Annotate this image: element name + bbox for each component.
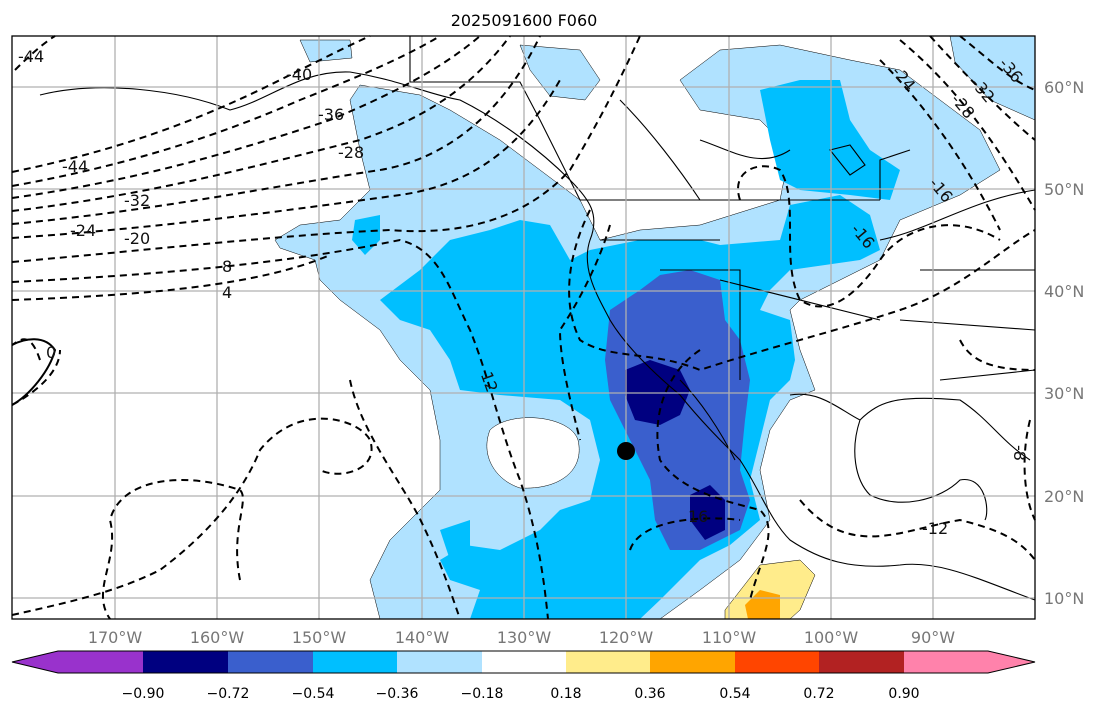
svg-text:40°N: 40°N bbox=[1044, 282, 1084, 301]
svg-text:120°W: 120°W bbox=[599, 628, 654, 647]
svg-text:-32: -32 bbox=[124, 191, 150, 210]
svg-text:140°W: 140°W bbox=[395, 628, 450, 647]
svg-text:−0.72: −0.72 bbox=[207, 686, 250, 702]
latitude-labels: 60°N 50°N 40°N 30°N 20°N 10°N bbox=[1044, 78, 1084, 608]
svg-text:0: 0 bbox=[46, 343, 56, 362]
svg-text:20°N: 20°N bbox=[1044, 487, 1084, 506]
svg-text:−0.90: −0.90 bbox=[122, 686, 165, 702]
svg-text:10°N: 10°N bbox=[1044, 589, 1084, 608]
svg-text:−0.18: −0.18 bbox=[461, 686, 504, 702]
svg-text:130°W: 130°W bbox=[497, 628, 552, 647]
svg-text:-20: -20 bbox=[124, 229, 150, 248]
colorbar-segment bbox=[12, 651, 143, 673]
svg-text:4: 4 bbox=[222, 283, 232, 302]
svg-text:-8: -8 bbox=[1010, 445, 1029, 461]
colorbar-segment bbox=[313, 651, 397, 673]
svg-text:0.36: 0.36 bbox=[634, 686, 665, 702]
svg-text:30°N: 30°N bbox=[1044, 384, 1084, 403]
svg-text:150°W: 150°W bbox=[292, 628, 347, 647]
colorbar bbox=[11, 650, 1036, 674]
colorbar-segment bbox=[228, 651, 313, 673]
svg-text:60°N: 60°N bbox=[1044, 78, 1084, 97]
svg-text:−0.54: −0.54 bbox=[292, 686, 335, 702]
colorbar-segment bbox=[566, 651, 650, 673]
colorbar-segment bbox=[904, 651, 1035, 673]
svg-text:110°W: 110°W bbox=[702, 628, 757, 647]
svg-text:−0.36: −0.36 bbox=[376, 686, 419, 702]
svg-text:-36: -36 bbox=[318, 105, 344, 124]
map-title: 2025091600 F060 bbox=[451, 11, 598, 30]
svg-text:16: 16 bbox=[688, 507, 708, 526]
colorbar-segment bbox=[482, 651, 566, 673]
svg-text:-44: -44 bbox=[62, 157, 88, 176]
svg-text:-24: -24 bbox=[70, 221, 96, 240]
location-marker bbox=[617, 442, 635, 460]
colorbar-ticks: −0.90 −0.72 −0.54 −0.36 −0.18 0.18 0.36 … bbox=[122, 686, 920, 702]
svg-text:-12: -12 bbox=[922, 519, 948, 538]
colorbar-segment bbox=[397, 651, 482, 673]
contour-lines bbox=[11, 35, 1036, 620]
svg-text:100°W: 100°W bbox=[804, 628, 859, 647]
colorbar-segment bbox=[819, 651, 904, 673]
svg-text:0.18: 0.18 bbox=[550, 686, 581, 702]
svg-text:0.54: 0.54 bbox=[719, 686, 750, 702]
svg-text:0.72: 0.72 bbox=[803, 686, 834, 702]
svg-text:-44: -44 bbox=[18, 47, 44, 66]
map-panel: -44 -40 -36 -28 -44 -32 -24 -20 8 4 0 12… bbox=[11, 35, 1036, 620]
svg-text:8: 8 bbox=[222, 257, 232, 276]
svg-text:0.90: 0.90 bbox=[888, 686, 919, 702]
colorbar-segment bbox=[735, 651, 819, 673]
longitude-labels: 170°W 160°W 150°W 140°W 130°W 120°W 110°… bbox=[88, 628, 955, 647]
svg-text:-28: -28 bbox=[338, 143, 364, 162]
svg-text:90°W: 90°W bbox=[911, 628, 955, 647]
coastlines bbox=[39, 36, 1036, 601]
gridlines bbox=[12, 36, 1035, 619]
svg-text:50°N: 50°N bbox=[1044, 180, 1084, 199]
svg-text:160°W: 160°W bbox=[190, 628, 245, 647]
svg-text:-40: -40 bbox=[286, 65, 312, 84]
colorbar-outline bbox=[11, 650, 1036, 674]
shading-orange bbox=[745, 590, 780, 619]
shading-hole bbox=[486, 417, 580, 489]
svg-text:170°W: 170°W bbox=[88, 628, 143, 647]
colorbar-segment bbox=[650, 651, 735, 673]
colorbar-segment bbox=[143, 651, 228, 673]
